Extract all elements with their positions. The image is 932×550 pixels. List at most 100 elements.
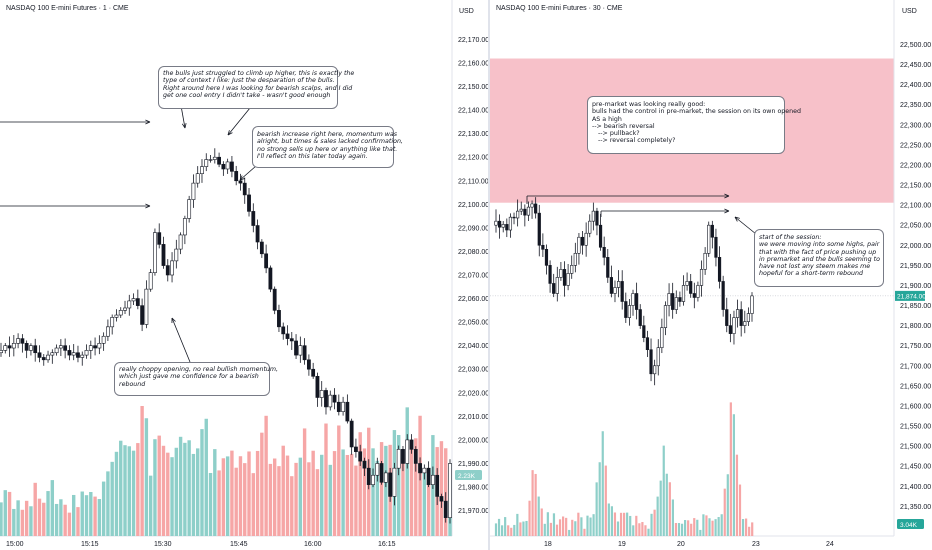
volume-bar [507,525,510,536]
candle-up [50,352,55,356]
candle-down [379,463,384,483]
volume-bar [616,521,620,536]
panel-divider[interactable] [488,0,490,550]
price-axis-label: 22,140.00 [458,108,489,115]
volume-bar [610,506,613,536]
volume-bar [384,445,388,536]
right-top-callout-text: pre-market was looking really good: bull… [592,101,802,145]
volume-bar [174,447,179,536]
candle-up [392,467,397,497]
annotation-arrow[interactable] [227,107,251,136]
time-axis-label: 16:15 [378,541,396,548]
candle-up [613,287,617,294]
volume-bar [748,526,751,536]
candle-down [230,161,234,172]
candle-down [349,420,354,448]
volume-bar [601,431,604,536]
price-axis-label: 21,990.00 [458,461,489,468]
annotation-arrow-head [227,130,233,136]
price-axis-label: 21,400.00 [900,484,931,491]
volume-bar [690,523,693,536]
volume-badge [455,470,482,480]
candle-up [656,347,660,367]
price-axis-label: 22,020.00 [458,390,489,397]
candle-down [710,224,714,238]
candle-down [409,439,414,450]
volume-bar [71,494,76,536]
candle-up [191,182,196,200]
left-chart-panel[interactable]: 22,170.00 22,160.00 22,150.00 22,140.00 22,1… [0,0,490,550]
right-mid-callout[interactable]: start of the session: we were moving int… [754,229,884,287]
candle-down [624,301,628,318]
candle-down [93,345,97,349]
candle-up [110,317,115,328]
candle-down [336,401,341,412]
annotation-arrow[interactable] [239,165,257,181]
candle-down [645,337,650,351]
left-top-callout[interactable]: the bulls just struggled to climb up hig… [158,66,354,109]
volume-bar [735,454,739,536]
volume-bar [571,519,574,536]
volume-bar [24,500,29,536]
left-mid-callout-text: bearish increase right here, momentum wa… [257,131,403,160]
candle-down [251,211,256,226]
candle-up [616,281,621,288]
candle-down [498,220,502,228]
candle-down [324,390,328,408]
right-chart-panel[interactable]: 22,500.00 22,450.00 22,400.00 22,350.00 22,3… [490,0,932,550]
volume-bar [732,414,735,536]
volume-bar [729,402,732,536]
price-axis-label: 22,160.00 [458,60,489,67]
candle-down [311,368,316,377]
price-axis-label: 21,950.00 [900,263,931,270]
volume-bar [54,503,59,536]
candle-up [195,173,200,184]
candle-down [306,359,311,370]
volume-bar [619,512,623,536]
volume-bar [196,448,200,536]
left-mid-callout[interactable]: bearish increase right here, momentum wa… [252,126,403,168]
time-axis-label: 18 [544,541,552,548]
right-top-callout[interactable]: pre-market was looking really good: bull… [587,96,801,154]
price-axis-label: 22,500.00 [900,42,931,49]
left-bottom-callout[interactable]: really choppy opening, no real bullish m… [114,362,278,396]
candle-up [750,295,754,314]
volume-bar [33,482,37,536]
annotation-arrow[interactable] [734,216,757,235]
volume-bar [562,516,565,536]
candle-down [439,496,444,502]
candle-up [0,350,3,354]
volume-bar [409,445,414,536]
candle-up [178,234,183,250]
volume-bar [659,480,662,536]
volume-bar [311,450,315,536]
candle-down [534,203,538,214]
volume-bar [555,524,559,536]
time-axis-label: 15:15 [81,541,99,548]
volume-bar [225,456,230,536]
candle-up [577,236,581,254]
volume-bar [89,492,93,536]
volume-bar [127,446,131,536]
volume-bar [497,518,501,536]
volume-bar [741,519,745,536]
volume-bar [277,466,281,536]
volume-bar [702,514,705,536]
candle-down [315,375,320,398]
candle-up [3,345,8,351]
volume-bar [153,439,157,536]
candle-up [591,210,595,222]
candle-down [221,163,226,170]
candle-down [642,325,646,338]
price-axis-label: 21,450.00 [900,464,931,471]
left-chart-canvas[interactable]: 22,170.00 22,160.00 22,150.00 22,140.00 22,1… [0,0,490,550]
volume-bar [187,440,191,536]
candle-up [584,232,588,246]
price-axis-label: 22,450.00 [900,62,931,69]
price-axis-label: 22,150.00 [458,84,489,91]
candle-down [157,232,162,245]
candle-up [328,394,333,408]
annotation-arrow[interactable] [171,317,191,363]
candle-up [743,321,747,326]
candle-up [501,224,505,228]
